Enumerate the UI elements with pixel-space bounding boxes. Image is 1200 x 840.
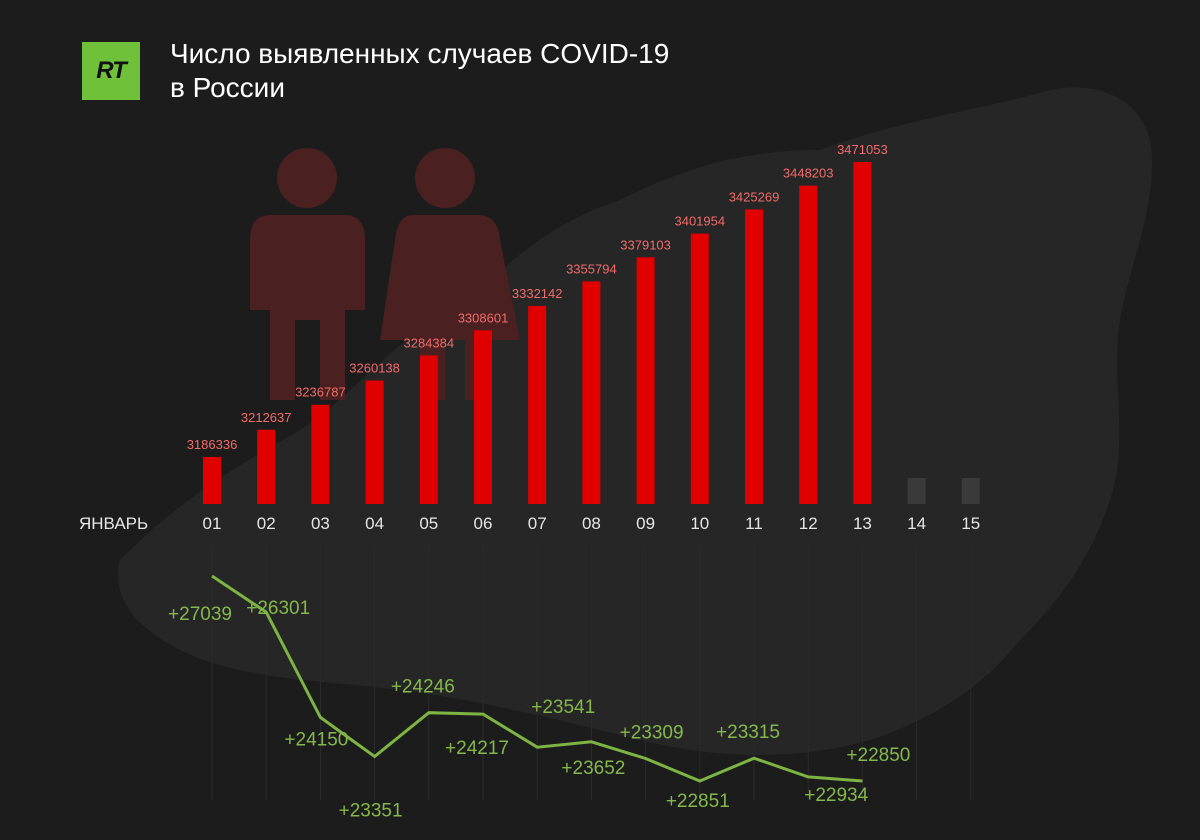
page-title: Число выявленных случаев COVID-19	[170, 38, 670, 69]
delta-label-08: +23652	[561, 758, 625, 779]
delta-label-01: +27039	[168, 604, 232, 625]
bar-label-09: 3379103	[620, 237, 671, 252]
bar-09	[636, 257, 655, 504]
bar-11	[745, 209, 763, 504]
bar-placeholder-14	[907, 478, 926, 504]
day-label-06: 06	[474, 514, 493, 533]
delta-label-06: +24217	[445, 738, 509, 759]
bar-02	[257, 429, 276, 504]
daily-increase-labels: +27039 +26301 +24150 +23351 +24246 +24217 +235…	[168, 598, 910, 821]
delta-label-02: +26301	[246, 598, 310, 619]
bar-series	[203, 162, 980, 504]
people-icon	[250, 148, 520, 400]
day-label-04: 04	[365, 514, 384, 533]
bar-07	[528, 305, 547, 504]
day-label-10: 10	[690, 514, 709, 533]
delta-label-11: +23315	[716, 722, 780, 743]
bar-label-13: 3471053	[837, 142, 888, 157]
bar-label-08: 3355794	[566, 261, 617, 276]
delta-label-13: +22850	[846, 745, 910, 766]
bar-08	[582, 281, 601, 504]
delta-label-10: +22851	[666, 791, 730, 812]
bar-label-07: 3332142	[512, 286, 563, 301]
delta-label-12: +22934	[804, 785, 868, 806]
background-decoration	[118, 87, 1153, 800]
delta-label-04: +23351	[339, 800, 403, 821]
day-label-01: 01	[203, 514, 222, 533]
day-label-13: 13	[853, 514, 872, 533]
delta-label-05: +24246	[391, 677, 455, 698]
month-axis-label: ЯНВАРЬ	[79, 514, 148, 533]
person-body-left	[250, 215, 365, 400]
day-label-11: 11	[745, 514, 763, 533]
bar-label-01: 3186336	[187, 437, 238, 452]
bar-06	[474, 330, 492, 504]
bar-10	[690, 233, 709, 504]
delta-label-09: +23309	[620, 723, 684, 744]
bar-label-11: 3425269	[729, 189, 780, 204]
day-axis-labels: 01 02 03 04 05 06 07 08 09 10 11 12 13 14 15	[203, 514, 981, 533]
day-label-02: 02	[257, 514, 276, 533]
day-label-12: 12	[799, 514, 818, 533]
bar-12	[799, 185, 818, 504]
bar-label-06: 3308601	[458, 310, 509, 325]
page-subtitle: в России	[170, 72, 285, 103]
delta-label-03: +24150	[284, 729, 348, 750]
person-head-left	[277, 148, 337, 208]
bar-label-05: 3284384	[403, 335, 454, 350]
day-label-07: 07	[528, 514, 547, 533]
delta-label-07: +23541	[531, 697, 595, 718]
bar-04	[365, 380, 384, 504]
day-label-15: 15	[961, 514, 980, 533]
russia-map-silhouette	[118, 87, 1153, 755]
bar-label-12: 3448203	[783, 166, 834, 181]
day-label-14: 14	[907, 514, 926, 533]
person-head-right	[415, 148, 475, 208]
bar-13	[853, 162, 872, 504]
rt-logo-text: RT	[96, 57, 127, 84]
bar-label-02: 3212637	[241, 410, 292, 425]
day-label-09: 09	[636, 514, 655, 533]
bar-03	[311, 404, 330, 504]
day-label-08: 08	[582, 514, 601, 533]
daily-increase-line	[211, 574, 863, 783]
bar-01	[203, 457, 221, 504]
bar-placeholder-15	[961, 478, 980, 504]
bar-label-10: 3401954	[674, 214, 725, 229]
rt-logo: RT	[82, 42, 140, 100]
bar-05	[419, 355, 438, 504]
day-label-03: 03	[311, 514, 330, 533]
bar-label-03: 3236787	[295, 385, 346, 400]
day-label-05: 05	[419, 514, 438, 533]
bar-label-04: 3260138	[349, 361, 400, 376]
